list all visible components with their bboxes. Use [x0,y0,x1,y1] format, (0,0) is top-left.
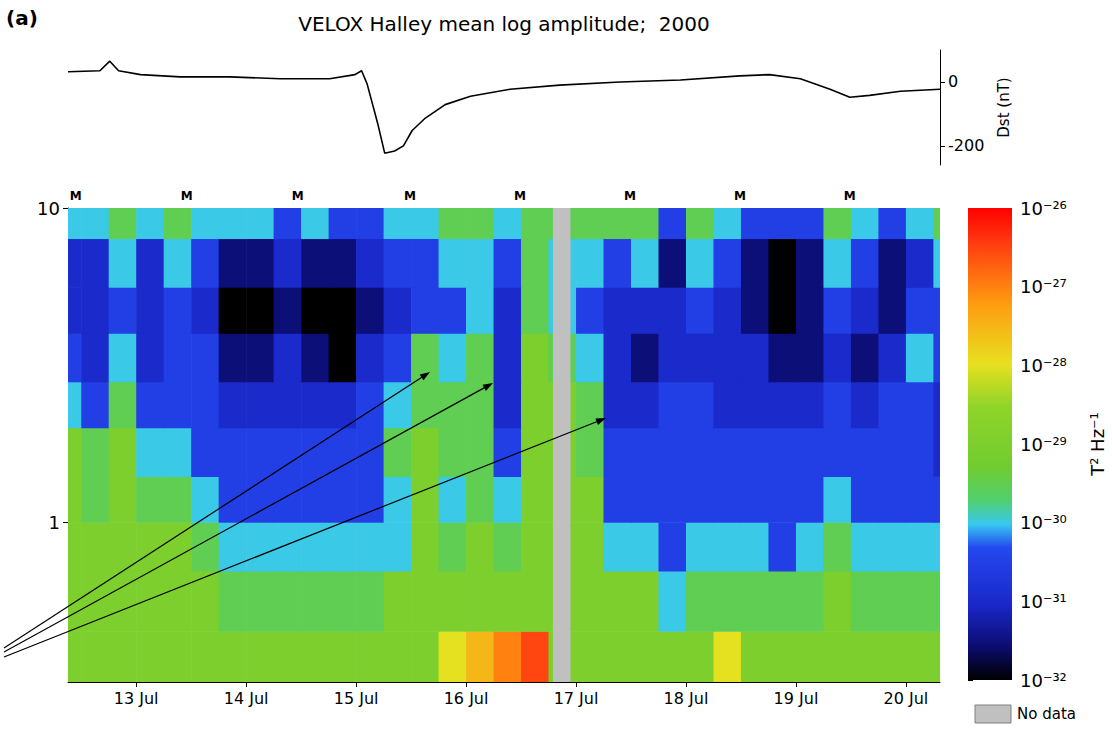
svg-text:M: M [70,189,82,203]
svg-text:M: M [404,189,416,203]
svg-text:10⁻²⁸: 10⁻²⁸ [1020,355,1067,376]
svg-text:(a): (a) [6,6,38,30]
svg-text:19 Jul: 19 Jul [774,689,819,708]
svg-text:10⁻²⁹: 10⁻²⁹ [1020,434,1067,455]
svg-text:-200: -200 [948,136,984,155]
svg-text:10⁻³²: 10⁻³² [1020,670,1067,691]
svg-text:14 Jul: 14 Jul [224,689,269,708]
svg-text:10: 10 [37,198,60,219]
svg-text:T² Hz⁻¹: T² Hz⁻¹ [1087,412,1108,477]
svg-text:15 Jul: 15 Jul [334,689,379,708]
svg-text:10⁻²⁶: 10⁻²⁶ [1020,198,1067,219]
svg-text:M: M [844,189,856,203]
svg-text:Dst (nT): Dst (nT) [995,77,1013,137]
svg-text:17 Jul: 17 Jul [554,689,599,708]
svg-text:0: 0 [948,72,958,91]
svg-text:M: M [292,189,304,203]
svg-text:16 Jul: 16 Jul [444,689,489,708]
svg-text:M: M [734,189,746,203]
svg-text:10⁻³⁰: 10⁻³⁰ [1020,512,1067,533]
svg-text:20 Jul: 20 Jul [884,689,929,708]
svg-text:VELOX Halley mean log amplitud: VELOX Halley mean log amplitude; 2000 [298,12,710,36]
svg-text:M: M [514,189,526,203]
svg-text:M: M [624,189,636,203]
svg-text:10⁻³¹: 10⁻³¹ [1020,591,1067,612]
svg-text:18 Jul: 18 Jul [664,689,709,708]
svg-text:10⁻²⁷: 10⁻²⁷ [1020,276,1067,297]
svg-text:M: M [181,189,193,203]
svg-text:1: 1 [49,512,60,533]
svg-text:13 Jul: 13 Jul [114,689,159,708]
svg-text:No data: No data [1017,705,1076,723]
